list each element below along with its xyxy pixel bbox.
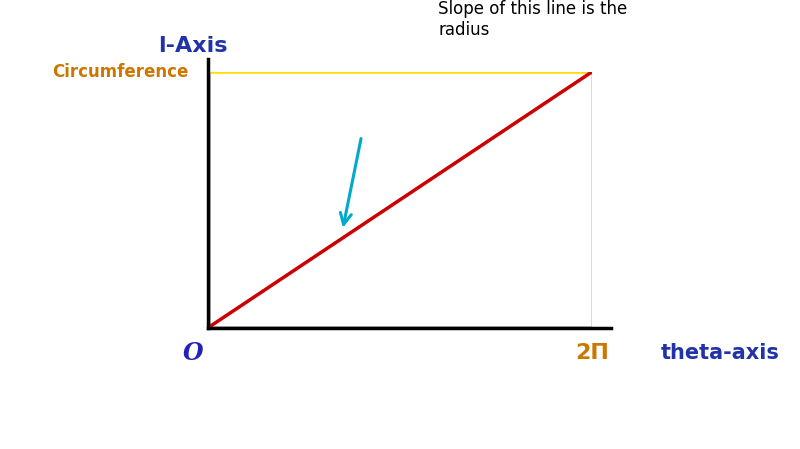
Text: theta-axis: theta-axis	[661, 343, 780, 363]
Text: Circumference: Circumference	[53, 63, 189, 81]
Text: O: O	[182, 341, 203, 365]
Text: l-Axis: l-Axis	[158, 36, 227, 56]
Text: Slope of this line is the
radius: Slope of this line is the radius	[438, 0, 628, 39]
Text: 2Π: 2Π	[575, 343, 609, 363]
